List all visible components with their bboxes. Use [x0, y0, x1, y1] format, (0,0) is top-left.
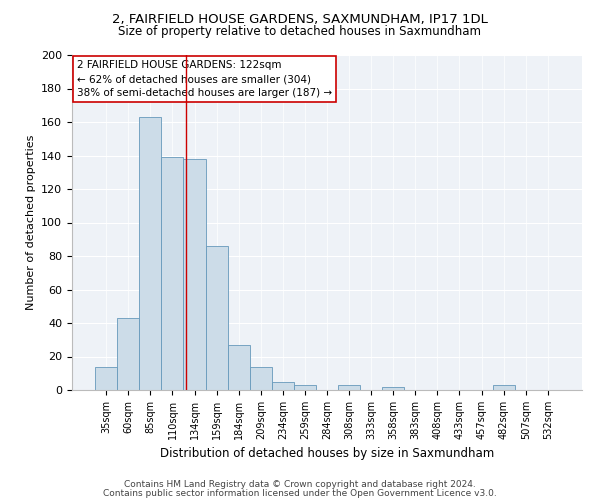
Bar	[250, 366, 272, 390]
Text: Contains public sector information licensed under the Open Government Licence v3: Contains public sector information licen…	[103, 489, 497, 498]
Text: Contains HM Land Registry data © Crown copyright and database right 2024.: Contains HM Land Registry data © Crown c…	[124, 480, 476, 489]
X-axis label: Distribution of detached houses by size in Saxmundham: Distribution of detached houses by size …	[160, 448, 494, 460]
Bar	[338, 385, 360, 390]
Text: 2, FAIRFIELD HOUSE GARDENS, SAXMUNDHAM, IP17 1DL: 2, FAIRFIELD HOUSE GARDENS, SAXMUNDHAM, …	[112, 12, 488, 26]
Bar	[161, 157, 184, 390]
Text: Size of property relative to detached houses in Saxmundham: Size of property relative to detached ho…	[119, 25, 482, 38]
Bar	[493, 385, 515, 390]
Y-axis label: Number of detached properties: Number of detached properties	[26, 135, 35, 310]
Bar	[382, 386, 404, 390]
Bar	[117, 318, 139, 390]
Bar	[206, 246, 227, 390]
Bar	[184, 159, 206, 390]
Text: 2 FAIRFIELD HOUSE GARDENS: 122sqm
← 62% of detached houses are smaller (304)
38%: 2 FAIRFIELD HOUSE GARDENS: 122sqm ← 62% …	[77, 60, 332, 98]
Bar	[272, 382, 294, 390]
Bar	[294, 385, 316, 390]
Bar	[139, 117, 161, 390]
Bar	[95, 366, 117, 390]
Bar	[227, 345, 250, 390]
